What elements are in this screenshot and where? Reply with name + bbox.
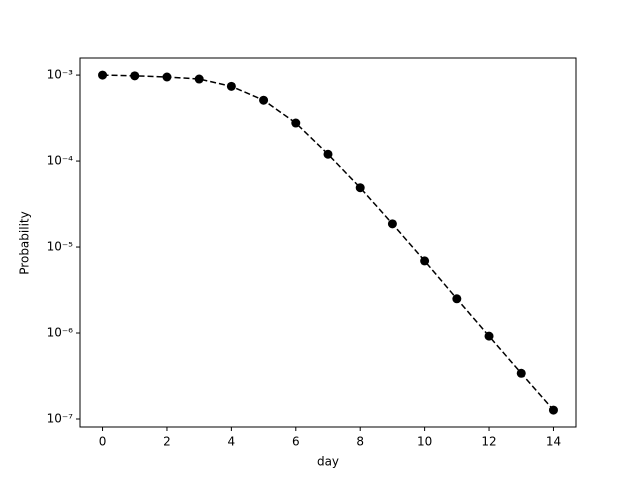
marker (130, 71, 140, 81)
x-axis-label: day (317, 455, 339, 469)
y-tick-label: 10⁻⁵ (47, 240, 74, 254)
marker (355, 183, 365, 193)
marker (323, 149, 333, 159)
marker (420, 256, 430, 266)
x-tick-label: 10 (417, 435, 432, 449)
line (102, 74, 555, 411)
x-tick-label: 14 (546, 435, 561, 449)
marker (387, 219, 397, 229)
y-tick-label: 10⁻⁶ (47, 326, 74, 340)
marker (259, 95, 269, 105)
marker (98, 70, 108, 80)
y-tick-label: 10⁻⁴ (47, 154, 74, 168)
marker (548, 405, 558, 415)
y-tick-label: 10⁻³ (47, 68, 74, 82)
marker (452, 294, 462, 304)
x-tick-label: 6 (292, 435, 300, 449)
y-axis-label: Probability (18, 211, 32, 274)
marker (194, 74, 204, 84)
x-tick-label: 12 (481, 435, 496, 449)
marker (516, 368, 526, 378)
x-tick-label: 4 (228, 435, 236, 449)
marker (162, 72, 172, 82)
y-tick-label: 10⁻⁷ (47, 411, 74, 425)
x-tick-label: 8 (356, 435, 364, 449)
x-tick-label: 2 (163, 435, 171, 449)
axes-frame (79, 57, 577, 428)
marker (226, 81, 236, 91)
x-tick-label: 0 (99, 435, 107, 449)
marker (484, 331, 494, 341)
marker (291, 118, 301, 128)
